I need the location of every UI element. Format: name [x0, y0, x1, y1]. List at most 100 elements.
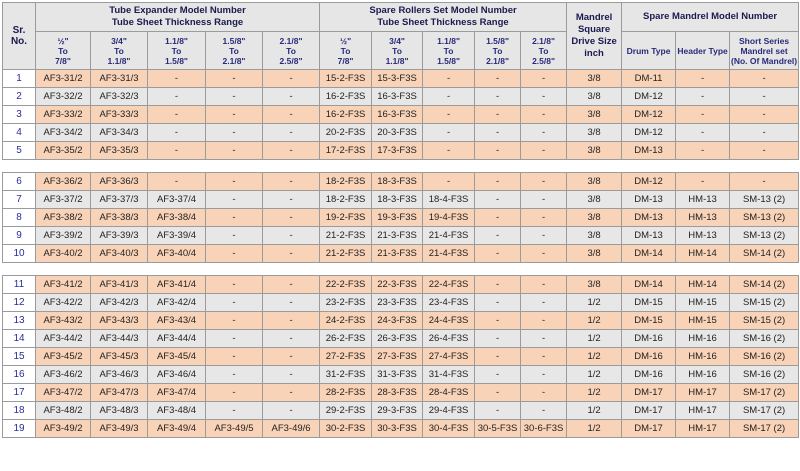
- roller-set-cell: -: [422, 87, 476, 106]
- sr-no-cell: 11: [2, 275, 36, 294]
- roller-set-cell: 28-3-F3S: [371, 383, 424, 402]
- roller-set-cell: 29-4-F3S: [422, 401, 476, 420]
- expander-model-cell: -: [205, 190, 263, 209]
- group-separator: [2, 262, 799, 276]
- expander-model-cell: AF3-45/2: [35, 347, 91, 366]
- roller-set-cell: 15-3-F3S: [371, 69, 424, 88]
- expander-model-cell: AF3-39/2: [35, 226, 91, 245]
- roller-set-cell: 19-4-F3S: [422, 208, 476, 227]
- roller-set-cell: -: [474, 293, 522, 312]
- roller-set-cell: 26-4-F3S: [422, 329, 476, 348]
- expander-model-cell: AF3-42/2: [35, 293, 91, 312]
- header-type-cell: HM-14: [675, 275, 731, 294]
- roller-set-cell: -: [474, 226, 522, 245]
- expander-model-cell: -: [261, 208, 321, 227]
- expander-model-cell: AF3-44/4: [147, 329, 206, 348]
- roller-set-cell: 26-2-F3S: [319, 329, 373, 348]
- expander-model-cell: -: [147, 172, 206, 191]
- table-row: 3 AF3-33/2 AF3-33/3- - -16-2-F3S 16-3-F3S - - -3…: [2, 105, 800, 124]
- expander-model-cell: AF3-38/3: [90, 208, 148, 227]
- expander-model-cell: -: [261, 69, 321, 88]
- sr-no-cell: 3: [2, 105, 36, 124]
- table-row: 9 AF3-39/2 AF3-39/3 AF3-39/4- -21-2-F3S 21-3-…: [2, 226, 800, 245]
- drum-type-cell: DM-16: [621, 347, 677, 366]
- header-type-cell: HM-15: [675, 293, 731, 312]
- expander-model-cell: -: [205, 293, 263, 312]
- expander-model-cell: AF3-44/3: [90, 329, 148, 348]
- sr-no-cell: 12: [2, 293, 36, 312]
- expander-model-cell: -: [261, 275, 321, 294]
- header-type-cell: HM-13: [675, 190, 731, 209]
- roller-set-cell: 27-4-F3S: [422, 347, 476, 366]
- expander-model-cell: AF3-49/6: [261, 419, 321, 438]
- roller-set-cell: 15-2-F3S: [319, 69, 373, 88]
- short-series-cell: -: [729, 69, 800, 88]
- expander-model-cell: AF3-35/3: [90, 141, 148, 160]
- drive-size-cell: 3/8: [566, 123, 623, 142]
- drive-size-cell: 1/2: [566, 383, 623, 402]
- roller-set-cell: 30-3-F3S: [371, 419, 424, 438]
- expander-model-cell: AF3-31/2: [35, 69, 91, 88]
- roller-set-cell: -: [520, 141, 568, 160]
- expander-model-cell: AF3-34/3: [90, 123, 148, 142]
- drive-size-cell: 3/8: [566, 105, 623, 124]
- sr-no-cell: 8: [2, 208, 36, 227]
- roller-set-cell: -: [422, 172, 476, 191]
- short-series-header: Short Series Mandrel set (No. Of Mandrel…: [729, 31, 800, 70]
- expander-model-cell: AF3-42/3: [90, 293, 148, 312]
- roller-set-cell: 18-3-F3S: [371, 190, 424, 209]
- short-series-cell: SM-17 (2): [729, 401, 800, 420]
- drum-type-cell: DM-15: [621, 293, 677, 312]
- drive-size-cell: 1/2: [566, 347, 623, 366]
- table-row: 12 AF3-42/2 AF3-42/3 AF3-42/4- -23-2-F3S 23-3…: [2, 293, 800, 312]
- expander-model-cell: AF3-46/2: [35, 365, 91, 384]
- roller-set-cell: 21-4-F3S: [422, 244, 476, 263]
- roller-set-cell: 23-4-F3S: [422, 293, 476, 312]
- drive-size-cell: 3/8: [566, 244, 623, 263]
- sr-no-cell: 18: [2, 401, 36, 420]
- expander-model-cell: AF3-41/3: [90, 275, 148, 294]
- sr-no-cell: 10: [2, 244, 36, 263]
- roller-set-cell: -: [474, 244, 522, 263]
- expander-model-cell: AF3-45/3: [90, 347, 148, 366]
- expander-model-cell: -: [205, 329, 263, 348]
- header-type-cell: -: [675, 69, 731, 88]
- expander-model-cell: AF3-49/4: [147, 419, 206, 438]
- header-type-cell: -: [675, 87, 731, 106]
- header-type-cell: HM-13: [675, 208, 731, 227]
- roller-set-cell: 18-2-F3S: [319, 172, 373, 191]
- header-type-cell: HM-17: [675, 383, 731, 402]
- drive-size-cell: 3/8: [566, 172, 623, 191]
- roller-set-cell: -: [474, 172, 522, 191]
- roller-set-cell: 19-3-F3S: [371, 208, 424, 227]
- roller-set-cell: 16-2-F3S: [319, 105, 373, 124]
- short-series-cell: SM-16 (2): [729, 365, 800, 384]
- roller-set-cell: 29-3-F3S: [371, 401, 424, 420]
- expander-model-cell: AF3-40/4: [147, 244, 206, 263]
- roller-set-cell: 21-2-F3S: [319, 226, 373, 245]
- short-series-cell: SM-14 (2): [729, 244, 800, 263]
- roller-set-cell: 16-2-F3S: [319, 87, 373, 106]
- drive-size-cell: 3/8: [566, 87, 623, 106]
- sr-no-cell: 17: [2, 383, 36, 402]
- table-row: 15 AF3-45/2 AF3-45/3 AF3-45/4- -27-2-F3S 27-3…: [2, 347, 800, 366]
- roller-set-cell: 17-3-F3S: [371, 141, 424, 160]
- header-type-cell: HM-16: [675, 365, 731, 384]
- header-type-cell: HM-15: [675, 311, 731, 330]
- expander-model-cell: AF3-36/3: [90, 172, 148, 191]
- table-row: 5 AF3-35/2 AF3-35/3- - -17-2-F3S 17-3-F3S - - -3…: [2, 141, 800, 160]
- roller-set-cell: 30-4-F3S: [422, 419, 476, 438]
- drum-type-cell: DM-13: [621, 226, 677, 245]
- expander-model-cell: AF3-39/3: [90, 226, 148, 245]
- roller-set-cell: 22-4-F3S: [422, 275, 476, 294]
- expander-model-cell: -: [261, 123, 321, 142]
- expander-model-cell: -: [147, 141, 206, 160]
- sr-no-cell: 14: [2, 329, 36, 348]
- expander-model-cell: -: [261, 293, 321, 312]
- rollers-range-5: 2.1/8" To 2.5/8": [520, 31, 568, 70]
- roller-set-cell: -: [474, 141, 522, 160]
- expander-model-cell: -: [261, 244, 321, 263]
- table-row: 16 AF3-46/2 AF3-46/3 AF3-46/4- -31-2-F3S 31-3…: [2, 365, 800, 384]
- roller-set-cell: -: [474, 311, 522, 330]
- roller-set-cell: -: [520, 401, 568, 420]
